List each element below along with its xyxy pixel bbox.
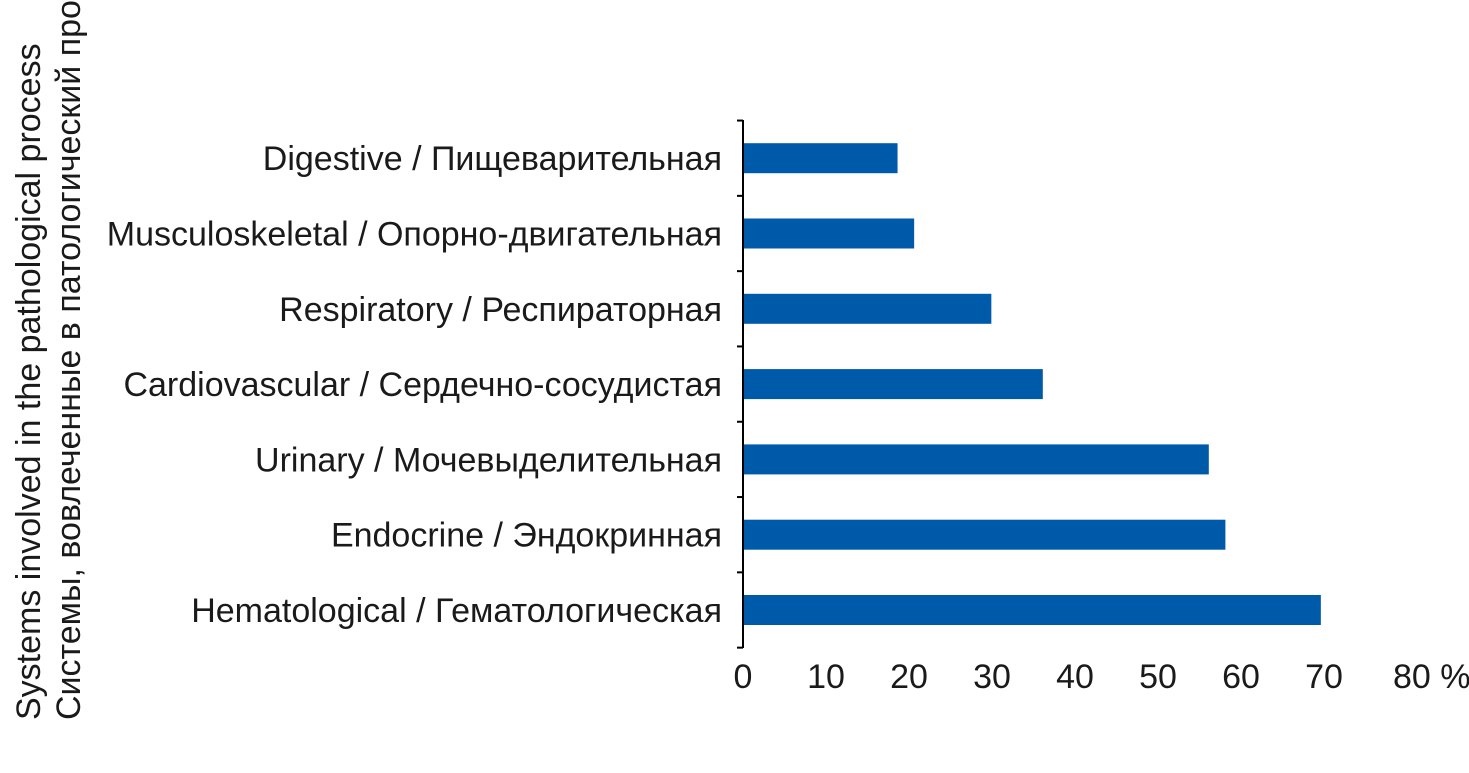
bar-4 [744,293,992,324]
category-label-0: Hematological / Гематологическая [191,592,722,630]
x-tick-label-2: 20 [890,658,928,696]
x-tick-label-8: 80 % [1393,658,1469,696]
x-tick-label-1: 10 [807,658,845,696]
bar-0 [744,595,1321,625]
y-axis-title-line-1: Системы, вовлеченные в патологический пр… [50,0,88,720]
category-label-6: Digestive / Пищеварительная [263,140,722,178]
category-label-1: Endocrine / Эндокринная [331,517,722,555]
bar-2 [744,444,1209,475]
category-label-2: Urinary / Мочевыделительная [255,441,722,479]
y-axis-title: Systems involved in the pathological pro… [10,0,88,720]
y-axis-title-line-0: Systems involved in the pathological pro… [10,43,48,720]
bar-6 [744,143,898,174]
x-tick-label-5: 50 [1139,658,1177,696]
bar-5 [744,218,915,249]
category-label-4: Respiratory / Респираторная [279,291,722,329]
x-tick-label-6: 60 [1222,658,1260,696]
axes [737,119,744,649]
category-labels: Hematological / Гематологическая Endocrin… [107,140,722,630]
x-tick-label-3: 30 [973,658,1011,696]
x-tick-label-4: 40 [1056,658,1094,696]
bar-3 [744,369,1043,400]
bar-1 [744,519,1226,550]
x-tick-label-7: 70 [1305,658,1343,696]
x-tick-labels: 0 10 20 30 40 50 60 70 80 % [734,658,1469,696]
category-label-5: Musculoskeletal / Опорно-двигательная [107,216,722,254]
bars [744,143,1321,625]
category-label-3: Cardiovascular / Сердечно-сосудистая [123,366,722,404]
x-tick-label-0: 0 [734,658,753,696]
